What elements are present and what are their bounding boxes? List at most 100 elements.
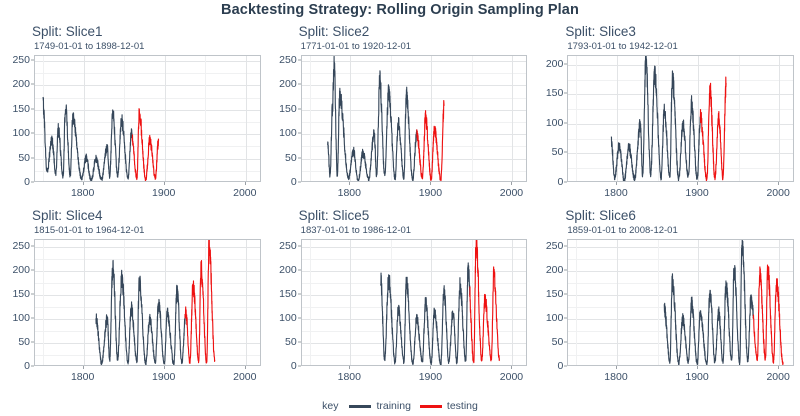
legend-item-training[interactable]: training [349, 400, 411, 412]
y-axis-tick-label: 150 [12, 102, 30, 115]
x-axis-tick-mark [778, 366, 780, 369]
series-lines [95, 240, 216, 365]
gridline-horizontal-minor [568, 138, 794, 140]
x-axis-tick-mark [82, 366, 84, 369]
y-axis-tick-mark [564, 151, 568, 153]
facet-subtitle: 1837-01-01 to 1986-12-01 [300, 225, 412, 236]
y-axis-tick-label: 250 [545, 240, 564, 253]
gridline-horizontal-minor [301, 331, 527, 333]
x-axis-tick-label: 1800 [70, 187, 95, 199]
y-axis-tick-mark [31, 83, 34, 85]
x-axis-tick-label: 1800 [604, 187, 628, 199]
y-axis-tick-label: 50 [284, 151, 297, 164]
gridline-horizontal [568, 64, 794, 66]
facet-title: Split: Slice1 [32, 24, 103, 39]
y-axis-tick-mark [297, 269, 301, 271]
y-axis-tick-label: 150 [279, 102, 297, 115]
x-axis-tick-label: 2000 [499, 187, 524, 199]
facet-panel-slice5: Split: Slice5 1837-01-01 to 1986-12-01 0… [267, 208, 534, 392]
y-axis-tick-mark [297, 317, 301, 319]
gridline-horizontal-minor [568, 79, 794, 81]
gridline-vertical-minor [124, 56, 126, 181]
gridline-horizontal [35, 134, 260, 136]
y-axis-tick-label: 0 [557, 360, 564, 372]
facet-panel-slice4: Split: Slice4 1815-01-01 to 1964-12-01 0… [0, 208, 267, 392]
facet-subtitle: 1771-01-01 to 1920-12-01 [300, 41, 412, 52]
x-axis-tick-label: 1800 [604, 371, 628, 383]
gridline-vertical [164, 56, 166, 181]
series-line-training [379, 262, 470, 365]
gridline-vertical-minor [471, 56, 473, 181]
y-axis-tick-mark [564, 269, 568, 271]
y-axis-tick-label: 0 [290, 176, 297, 188]
gridline-horizontal [35, 247, 260, 249]
gridline-vertical [512, 56, 514, 181]
gridline-horizontal [301, 85, 527, 87]
y-axis-tick-mark [297, 83, 301, 85]
gridline-vertical-minor [576, 56, 578, 181]
x-axis-tick-label: 1900 [418, 371, 443, 383]
y-axis-tick-mark [297, 293, 301, 295]
facet-panel-slice3: Split: Slice3 1793-01-01 to 1942-12-01 0… [533, 24, 800, 208]
y-axis-tick-mark [297, 108, 301, 110]
x-axis-tick-label: 1900 [152, 371, 176, 383]
x-axis-tick-label: 2000 [233, 371, 257, 383]
y-axis-tick-mark [31, 132, 34, 134]
gridline-horizontal [301, 247, 527, 249]
y-axis-tick-label: 200 [279, 78, 297, 91]
y-axis-tick-label: 0 [24, 360, 30, 372]
y-axis-tick-label: 150 [279, 288, 297, 301]
gridline-horizontal-minor [301, 307, 527, 309]
y-axis-tick-mark [564, 181, 568, 183]
y-axis-tick-mark [297, 59, 301, 61]
gridline-horizontal-minor [35, 121, 260, 123]
gridline-horizontal [568, 295, 794, 297]
facet-title: Split: Slice5 [298, 208, 370, 223]
x-axis-tick-mark [430, 182, 432, 185]
gridline-horizontal [35, 271, 260, 273]
y-axis-tick-mark [564, 317, 568, 319]
gridline-horizontal [568, 94, 794, 96]
legend-title: key [322, 400, 339, 412]
plot-area: 0 50 100 150 200 250 1800 1900 2000 [279, 239, 528, 383]
y-axis-tick-label: 200 [279, 264, 297, 277]
gridline-horizontal [301, 134, 527, 136]
y-axis-tick-mark [297, 341, 301, 343]
y-axis-tick-label: 0 [557, 176, 564, 188]
y-axis-tick-mark [297, 245, 301, 247]
gridline-horizontal [301, 109, 527, 111]
gridline-horizontal [35, 295, 260, 297]
y-axis-tick-label: 0 [24, 176, 30, 188]
y-axis-tick-label: 150 [545, 87, 564, 100]
y-axis-tick-label: 250 [279, 53, 297, 66]
facet-subtitle: 1859-01-01 to 2008-12-01 [567, 225, 678, 236]
y-axis-tick-mark [564, 341, 568, 343]
facet-grid: Split: Slice1 1749-01-01 to 1898-12-01 0… [0, 24, 800, 392]
y-axis-tick-mark [31, 157, 34, 159]
y-axis-tick-label: 250 [279, 240, 297, 253]
x-axis-tick-label: 1800 [70, 371, 95, 383]
series-line-training [95, 259, 186, 365]
gridline-horizontal-minor [301, 283, 527, 285]
x-axis-tick-label: 2000 [233, 187, 257, 199]
gridline-vertical [350, 56, 352, 181]
x-axis-tick-mark [349, 366, 351, 369]
plot-area: 0 50 100 150 200 1800 1900 2000 [546, 55, 795, 199]
y-axis-tick-mark [31, 181, 34, 183]
gridline-horizontal-minor [568, 259, 794, 261]
gridline-vertical-minor [738, 240, 740, 365]
series-lines [664, 240, 784, 365]
gridline-horizontal [568, 123, 794, 125]
y-axis-tick-mark [31, 293, 34, 295]
y-axis-tick-mark [564, 92, 568, 94]
y-axis-tick-mark [564, 293, 568, 295]
gridline-horizontal [568, 247, 794, 249]
x-axis-tick-label: 1900 [152, 187, 176, 199]
panel-background [567, 55, 795, 182]
legend-item-testing[interactable]: testing [419, 400, 478, 412]
y-axis-tick-mark [297, 365, 301, 367]
series-line-testing [131, 108, 160, 181]
y-axis-tick-label: 150 [12, 288, 30, 301]
facet-title: Split: Slice2 [298, 24, 370, 39]
series-lines [611, 56, 727, 181]
